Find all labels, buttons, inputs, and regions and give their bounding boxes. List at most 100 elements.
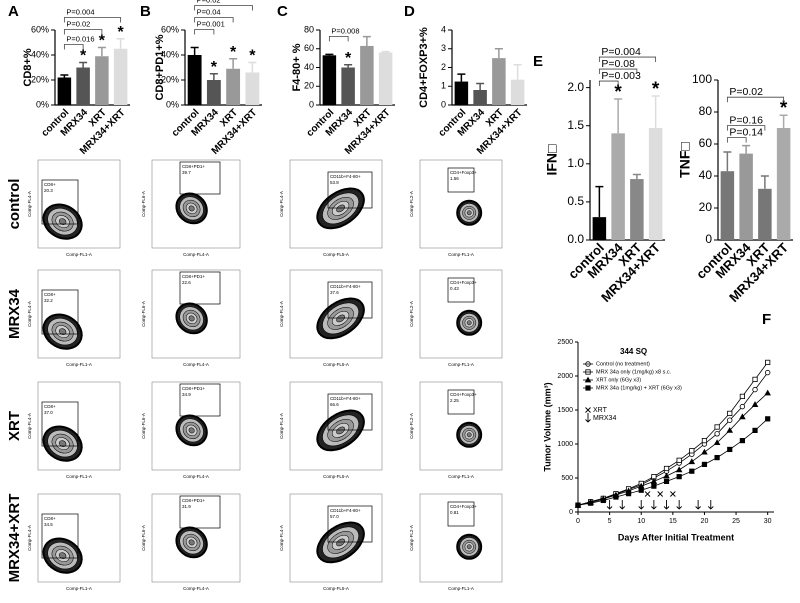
p-value: P=0.004 <box>601 46 641 58</box>
x-tick-label: 20 <box>701 518 709 525</box>
flow-plot: CD11b+F4-80+53.8 Comp-FL5-A Comp-FL4-A <box>279 159 383 257</box>
significance-star: * <box>614 82 622 103</box>
y-tick-label: 1500 <box>557 407 573 414</box>
series-line <box>577 418 768 506</box>
significance-star: * <box>230 44 237 61</box>
comparison-bracket <box>194 17 234 23</box>
flow-y-axis-label: Comp-FL6-A <box>141 301 146 327</box>
flow-x-axis-label: Comp-FL1-A <box>448 586 474 591</box>
legend-label: Control (no treatment) <box>596 361 650 367</box>
p-value: P=0.016 <box>66 34 94 43</box>
gate-percent: 37.6 <box>330 290 339 295</box>
panel-letter: F <box>762 311 771 328</box>
mrx34-mark <box>606 500 613 510</box>
density-contour <box>336 204 346 213</box>
bar <box>187 55 202 105</box>
x-axis-label: Days After Initial Treatment <box>618 532 734 542</box>
gate-label: CD8+ <box>44 516 56 521</box>
density-contour <box>336 538 346 547</box>
y-axis-label: Tumor Volume (mm³) <box>542 382 552 471</box>
mrx34-mark <box>676 500 682 510</box>
density-contour <box>336 426 346 435</box>
point <box>727 417 733 423</box>
mrx34-mark <box>695 500 701 510</box>
flow-x-axis-label: Comp-FL5-A <box>323 474 349 479</box>
y-tick-label: 40 <box>304 62 314 72</box>
y-tick-label: 20 <box>304 81 314 91</box>
error-bar <box>229 58 238 69</box>
legend-label: XRT only (6Gy x3) <box>596 377 641 383</box>
significance-star: * <box>80 48 87 65</box>
p-value: P=0.14 <box>729 126 763 138</box>
xrt-mark <box>644 491 651 497</box>
point <box>588 500 594 506</box>
flow-y-axis-label: Comp-FL4-A <box>279 525 284 551</box>
point <box>764 369 771 376</box>
bar <box>720 171 735 240</box>
y-tick-label: 0 <box>441 99 446 109</box>
gate <box>327 393 373 431</box>
point <box>765 359 771 366</box>
point <box>663 472 670 479</box>
point <box>575 502 581 508</box>
gate <box>447 167 475 193</box>
y-tick-label: 0.0 <box>567 232 584 246</box>
comparison-bracket <box>63 17 122 23</box>
y-tick-label: 2.0 <box>567 80 584 94</box>
comparison-bracket <box>726 125 766 131</box>
gate-label: CD4+Foxp3+ <box>450 392 477 397</box>
bar <box>76 67 90 105</box>
gate-label: CD4+Foxp3+ <box>450 280 477 285</box>
flow-plot: CD8+37.0 Comp-FL1-A Comp-FL4-A <box>27 381 121 479</box>
x-tick-label: 25 <box>732 518 740 525</box>
point <box>650 477 658 484</box>
density-contour <box>336 314 346 323</box>
plot-frame <box>419 381 503 471</box>
gate <box>179 495 221 529</box>
y-tick-label: 0.5 <box>567 194 584 208</box>
point <box>638 487 644 493</box>
bar <box>57 77 72 105</box>
error-bar <box>209 73 218 80</box>
series-line <box>577 362 768 506</box>
point <box>613 494 619 500</box>
row-label: MRX34+XRT <box>6 494 23 583</box>
gate <box>327 281 373 319</box>
flow-y-axis-label: Comp-FL2-A <box>409 301 414 327</box>
flow-y-axis-label: Comp-FL2-A <box>409 525 414 551</box>
plot-frame <box>419 159 503 249</box>
density-contour <box>466 210 472 216</box>
density-contour <box>188 315 195 322</box>
bar <box>611 133 625 240</box>
flow-plot: CD8+34.5 Comp-FL1-A Comp-FL4-A <box>27 493 121 591</box>
point <box>714 424 720 430</box>
p-value: P=0.008 <box>331 26 359 35</box>
gate-label: CD4+Foxp3+ <box>450 504 477 509</box>
flow-y-axis-label: Comp-FL4-A <box>27 301 32 327</box>
gate-label: CD8+ <box>44 292 56 297</box>
y-axis-label: IFN□ <box>544 144 560 176</box>
point <box>739 437 745 444</box>
x-tick-label: 10 <box>637 518 645 525</box>
error-bar <box>494 48 503 59</box>
legend-label: MRX 34a only (1mg/kg) x8 s.c. <box>596 369 672 375</box>
gate <box>179 383 221 417</box>
bar <box>739 153 753 240</box>
point <box>600 497 606 504</box>
panel-letter: A <box>8 3 19 20</box>
flow-x-axis-label: Comp-FL1-A <box>448 252 474 257</box>
significance-star: * <box>99 33 106 50</box>
flow-x-axis-label: Comp-FL1-A <box>66 586 92 591</box>
error-bar <box>476 82 485 90</box>
flow-plot: CD8+PD1+34.9 Comp-FL4-A Comp-FL6-A <box>141 381 241 479</box>
significance-star: * <box>345 50 352 67</box>
flow-plot: CD8+PD1+39.7 Comp-FL4-A Comp-FL6-A <box>141 159 241 257</box>
y-tick-label: 1 <box>441 81 446 91</box>
point <box>739 413 746 420</box>
density-contour <box>466 432 472 438</box>
y-tick-label: 1.0 <box>567 156 584 170</box>
mrx34-mark <box>663 500 670 510</box>
point <box>651 483 657 489</box>
gate <box>179 271 221 305</box>
